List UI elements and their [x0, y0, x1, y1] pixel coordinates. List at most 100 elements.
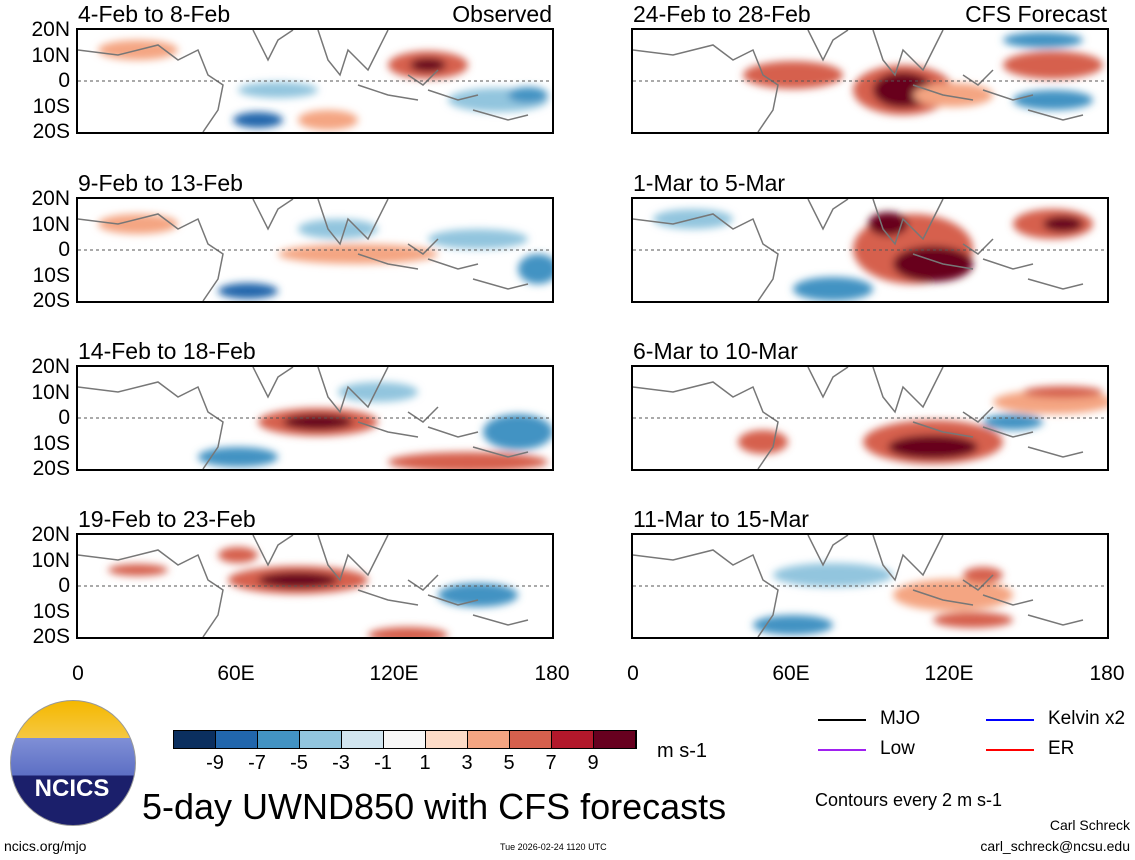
anomaly-region	[483, 414, 553, 450]
anomaly-region	[338, 382, 418, 402]
lon-tick-label: 0	[72, 662, 84, 685]
map-panel	[76, 197, 558, 303]
anomaly-region	[743, 61, 843, 89]
coastline	[632, 534, 1084, 638]
coastline	[632, 198, 1084, 302]
lat-tick-label: 20S	[32, 120, 70, 143]
anomaly-region	[913, 83, 993, 107]
lat-tick-label: 20N	[31, 18, 70, 41]
anomaly-region	[108, 564, 168, 576]
lon-tick-label: 60E	[217, 662, 255, 685]
panel-title: 4-Feb to 8-Feb	[78, 1, 231, 27]
coastline	[632, 29, 1084, 133]
colorbar-swatch	[426, 731, 468, 748]
panel-title: 1-Mar to 5-Mar	[633, 170, 786, 196]
lat-tick-label: 10N	[31, 43, 70, 67]
panel-title: 19-Feb to 23-Feb	[78, 506, 256, 532]
lon-tick-label: 0	[627, 662, 639, 685]
lat-tick-label: 10N	[31, 380, 70, 404]
ncics-logo	[10, 700, 136, 826]
anomaly-region	[98, 214, 178, 234]
panel-label: CFS Forecast	[965, 1, 1107, 27]
map-panel	[76, 28, 554, 134]
anomaly-region	[1023, 386, 1103, 398]
lon-tick-label: 120E	[369, 662, 419, 685]
map-panel	[76, 365, 554, 472]
colorbar-label: 3	[461, 752, 473, 774]
legend-label: MJO	[880, 708, 921, 729]
anomaly-region	[753, 615, 833, 635]
anomaly-region	[893, 579, 1013, 611]
anomaly-region	[298, 110, 358, 130]
footer-timestamp: Tue 2026-02-24 1120 UTC	[500, 842, 607, 852]
lat-tick-label: 20N	[31, 523, 70, 546]
colorbar-swatch	[468, 731, 510, 748]
lat-tick-label: 10S	[32, 599, 70, 623]
anomaly-region	[233, 112, 283, 128]
anomaly-region	[1003, 32, 1083, 48]
colorbar-label: -5	[290, 752, 308, 774]
colorbar-swatch	[342, 731, 384, 748]
legend-line	[986, 719, 1034, 721]
colorbar-label: 5	[503, 752, 515, 774]
lat-tick-label: 20S	[32, 457, 70, 480]
colorbar-swatch	[510, 731, 552, 748]
colorbar-swatch	[216, 731, 258, 748]
colorbar-swatch	[258, 731, 300, 748]
coastline	[77, 534, 529, 638]
colorbar-label: 1	[419, 752, 431, 774]
footer-author: Carl Schreck	[1049, 817, 1130, 833]
panel-title: 24-Feb to 28-Feb	[633, 1, 811, 27]
anomaly-region	[508, 87, 548, 103]
anomaly-region	[983, 414, 1043, 430]
map-panel	[631, 365, 1113, 471]
logo-text: NCICS	[34, 775, 110, 802]
lat-tick-label: 0	[58, 69, 70, 92]
colorbar-label: -9	[206, 752, 224, 774]
legend-line	[986, 749, 1034, 751]
map-panel	[631, 28, 1109, 134]
lat-tick-label: 20S	[32, 289, 70, 312]
anomaly-region	[428, 229, 528, 249]
legend-line	[818, 749, 866, 751]
panel-title: 9-Feb to 13-Feb	[78, 170, 243, 196]
anomaly-region	[198, 447, 278, 467]
colorbar-swatch	[594, 731, 636, 748]
colorbar-swatch	[300, 731, 342, 748]
lat-tick-label: 0	[58, 406, 70, 429]
lat-tick-label: 20N	[31, 355, 70, 378]
map-panel	[76, 533, 554, 643]
anomaly-region	[218, 283, 278, 299]
anomaly-region	[868, 212, 908, 236]
lat-tick-label: 20N	[31, 187, 70, 210]
lat-tick-label: 10S	[32, 263, 70, 287]
anomaly-region	[368, 627, 448, 643]
coastline	[77, 366, 529, 470]
anomaly-region	[410, 58, 446, 72]
colorbar-units: m s-1	[657, 740, 707, 762]
lat-tick-label: 10S	[32, 94, 70, 118]
lat-tick-label: 20S	[32, 625, 70, 648]
anomaly-region	[1003, 51, 1103, 79]
anomaly-region	[1043, 216, 1083, 232]
footer-url: ncics.org/mjo	[4, 838, 87, 854]
figure-title: 5-day UWND850 with CFS forecasts	[142, 786, 727, 827]
anomaly-region	[793, 277, 873, 301]
lon-tick-label: 180	[534, 662, 570, 685]
anomaly-region	[283, 414, 353, 430]
map-panel	[631, 533, 1109, 639]
colorbar-label: -3	[332, 752, 350, 774]
anomaly-region	[893, 246, 973, 282]
colorbar-swatch	[384, 731, 426, 748]
colorbar-label: -1	[374, 752, 392, 774]
coastline	[77, 29, 529, 133]
panel-title: 14-Feb to 18-Feb	[78, 338, 256, 364]
anomaly-region	[518, 254, 558, 284]
coastline	[632, 366, 1084, 470]
colorbar-swatch	[174, 731, 216, 748]
footer-email: carl_schreck@ncsu.edu	[980, 838, 1130, 854]
colorbar	[173, 730, 637, 749]
lat-tick-label: 0	[58, 574, 70, 597]
anomaly-region	[218, 547, 258, 563]
